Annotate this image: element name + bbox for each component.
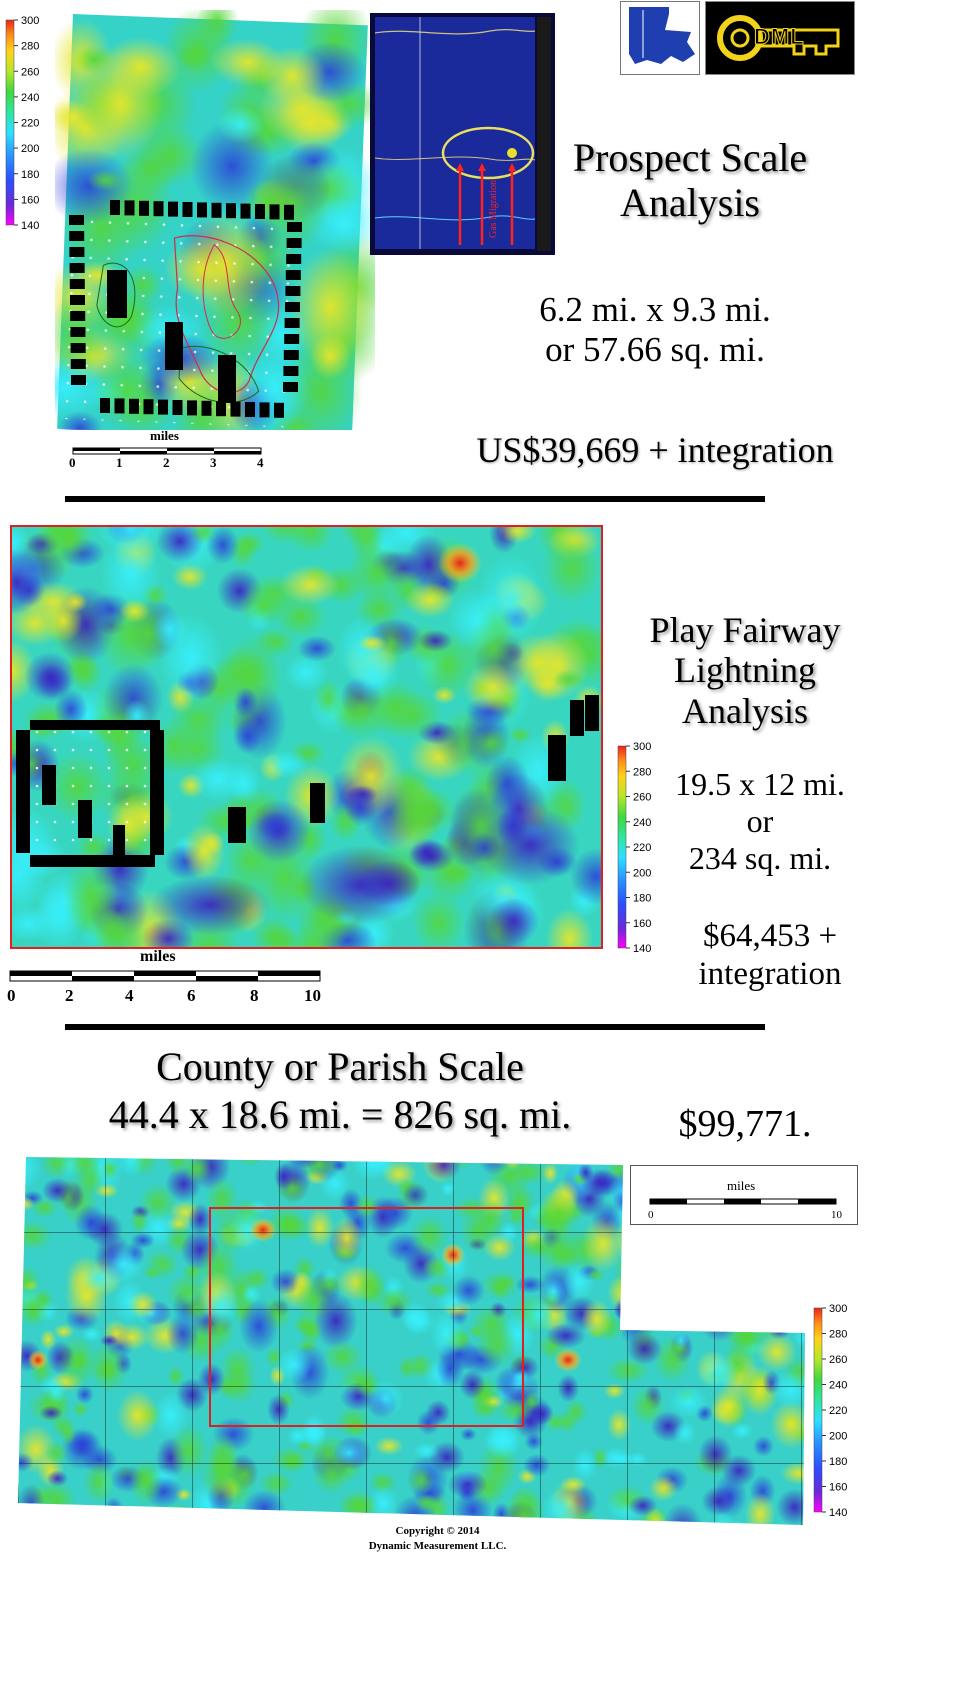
colorbar-tick: 140 — [21, 220, 39, 232]
play-scale-tick-0: 0 — [7, 986, 16, 1005]
play-dimensions: 19.5 x 12 mi. or 234 sq. mi. — [660, 766, 860, 876]
colorbar-tick: 180 — [829, 1456, 847, 1468]
seismic-panel: Gas Migration — [370, 13, 555, 255]
play-scale-tick-1: 2 — [65, 986, 74, 1005]
colorbar-tick: 220 — [829, 1405, 847, 1417]
county-price: $99,771. — [678, 1103, 812, 1145]
prospect-scale-tick-2: 2 — [163, 455, 170, 470]
play-scale-tick-2: 4 — [125, 986, 134, 1005]
play-scale-bar — [9, 970, 321, 982]
dml-logo-text: DML — [754, 24, 805, 50]
colorbar-tick: 160 — [633, 918, 651, 930]
colorbar-tick: 300 — [829, 1303, 847, 1315]
play-scale-tick-5: 10 — [304, 986, 321, 1005]
county-title-line2: 44.4 x 18.6 mi. = 826 sq. mi. — [108, 1092, 572, 1137]
play-colorbar: 300 280 260 240 220 200 180 160 140 — [617, 741, 651, 955]
prospect-scale-tick-0: 0 — [69, 455, 76, 470]
colorbar-tick: 300 — [633, 741, 651, 753]
colorbar-tick: 260 — [633, 792, 651, 804]
prospect-scale-tick-4: 4 — [257, 455, 264, 470]
county-scale-tick-1: 10 — [831, 1209, 842, 1221]
prospect-scale-tick-1: 1 — [116, 455, 123, 470]
colorbar-tick: 280 — [829, 1329, 847, 1341]
county-title: County or Parish Scale 44.4 x 18.6 mi. =… — [80, 1043, 600, 1139]
prospect-dimensions: 6.2 mi. x 9.3 mi. or 57.66 sq. mi. — [505, 290, 805, 371]
copyright-line2: Dynamic Measurement LLC. — [368, 1539, 507, 1552]
county-scale-tick-0: 0 — [648, 1209, 654, 1221]
prospect-dims-line1: 6.2 mi. x 9.3 mi. — [539, 290, 771, 329]
louisiana-map-icon — [629, 7, 695, 64]
colorbar-tick: 180 — [633, 893, 651, 905]
play-scale-tick-3: 6 — [187, 986, 196, 1005]
play-title-line2: Lightning — [674, 650, 816, 691]
prospect-scale-tick-3: 3 — [210, 455, 217, 470]
colorbar-tick: 220 — [633, 842, 651, 854]
play-title-line1: Play Fairway — [649, 610, 841, 650]
prospect-price: US$39,669 + integration — [476, 430, 834, 470]
play-title-line3: Analysis — [682, 690, 808, 731]
play-dims-line3: 234 sq. mi. — [688, 839, 832, 876]
copyright: Copyright © 2014 Dynamic Measurement LLC… — [330, 1524, 545, 1554]
play-scale-tick-4: 8 — [250, 986, 259, 1005]
colorbar-tick: 300 — [21, 15, 39, 27]
play-fairway-map — [10, 525, 603, 949]
colorbar-tick: 260 — [829, 1354, 847, 1366]
colorbar-tick: 140 — [633, 943, 651, 955]
colorbar-tick: 200 — [633, 867, 651, 879]
dml-logo: DML — [705, 1, 855, 75]
colorbar-tick: 240 — [21, 92, 39, 104]
play-dims-line2: or — [746, 802, 774, 839]
prospect-scale-bar — [72, 447, 262, 455]
play-price: $64,453 + integration — [665, 918, 875, 994]
colorbar-tick: 160 — [21, 194, 39, 206]
colorbar-tick: 280 — [21, 41, 39, 53]
county-scale-label: miles — [727, 1178, 756, 1193]
colorbar-tick: 280 — [633, 766, 651, 778]
county-scale-box: miles 0 10 — [630, 1165, 858, 1225]
louisiana-logo — [620, 1, 700, 75]
prospect-dims-line2: or 57.66 sq. mi. — [545, 330, 765, 370]
county-title-line1: County or Parish Scale — [156, 1044, 524, 1089]
copyright-line1: Copyright © 2014 — [395, 1525, 480, 1537]
prospect-title: Prospect Scale Analysis — [545, 135, 835, 226]
colorbar-tick: 200 — [829, 1431, 847, 1443]
play-price-line2: integration — [698, 955, 842, 992]
key-icon — [717, 15, 840, 61]
prospect-title-line1: Prospect Scale — [572, 135, 808, 180]
colorbar-tick: 240 — [633, 817, 651, 829]
play-scale-label: miles — [140, 948, 176, 965]
colorbar-tick: 260 — [21, 66, 39, 78]
colorbar-tick: 160 — [829, 1482, 847, 1494]
seismic-annotation: Gas Migration — [488, 180, 499, 238]
colorbar-tick: 220 — [21, 118, 39, 130]
play-price-line1: $64,453 + — [702, 918, 838, 954]
prospect-map — [55, 10, 375, 430]
colorbar-tick: 200 — [21, 143, 39, 155]
colorbar-tick: 240 — [829, 1380, 847, 1392]
county-scale-bar — [649, 1198, 837, 1205]
prospect-colorbar: 300 280 260 240 220 200 180 160 140 — [5, 15, 39, 232]
colorbar-tick: 180 — [21, 169, 39, 181]
prospect-title-line2: Analysis — [620, 179, 760, 225]
play-title: Play Fairway Lightning Analysis — [620, 610, 870, 731]
section-divider-1 — [65, 496, 765, 502]
section-divider-2 — [65, 1024, 765, 1030]
prospect-scale-label: miles — [150, 428, 179, 443]
county-colorbar: 300 280 260 240 220 200 180 160 140 — [813, 1303, 847, 1519]
play-dims-line1: 19.5 x 12 mi. — [675, 766, 845, 802]
colorbar-tick: 140 — [829, 1507, 847, 1519]
